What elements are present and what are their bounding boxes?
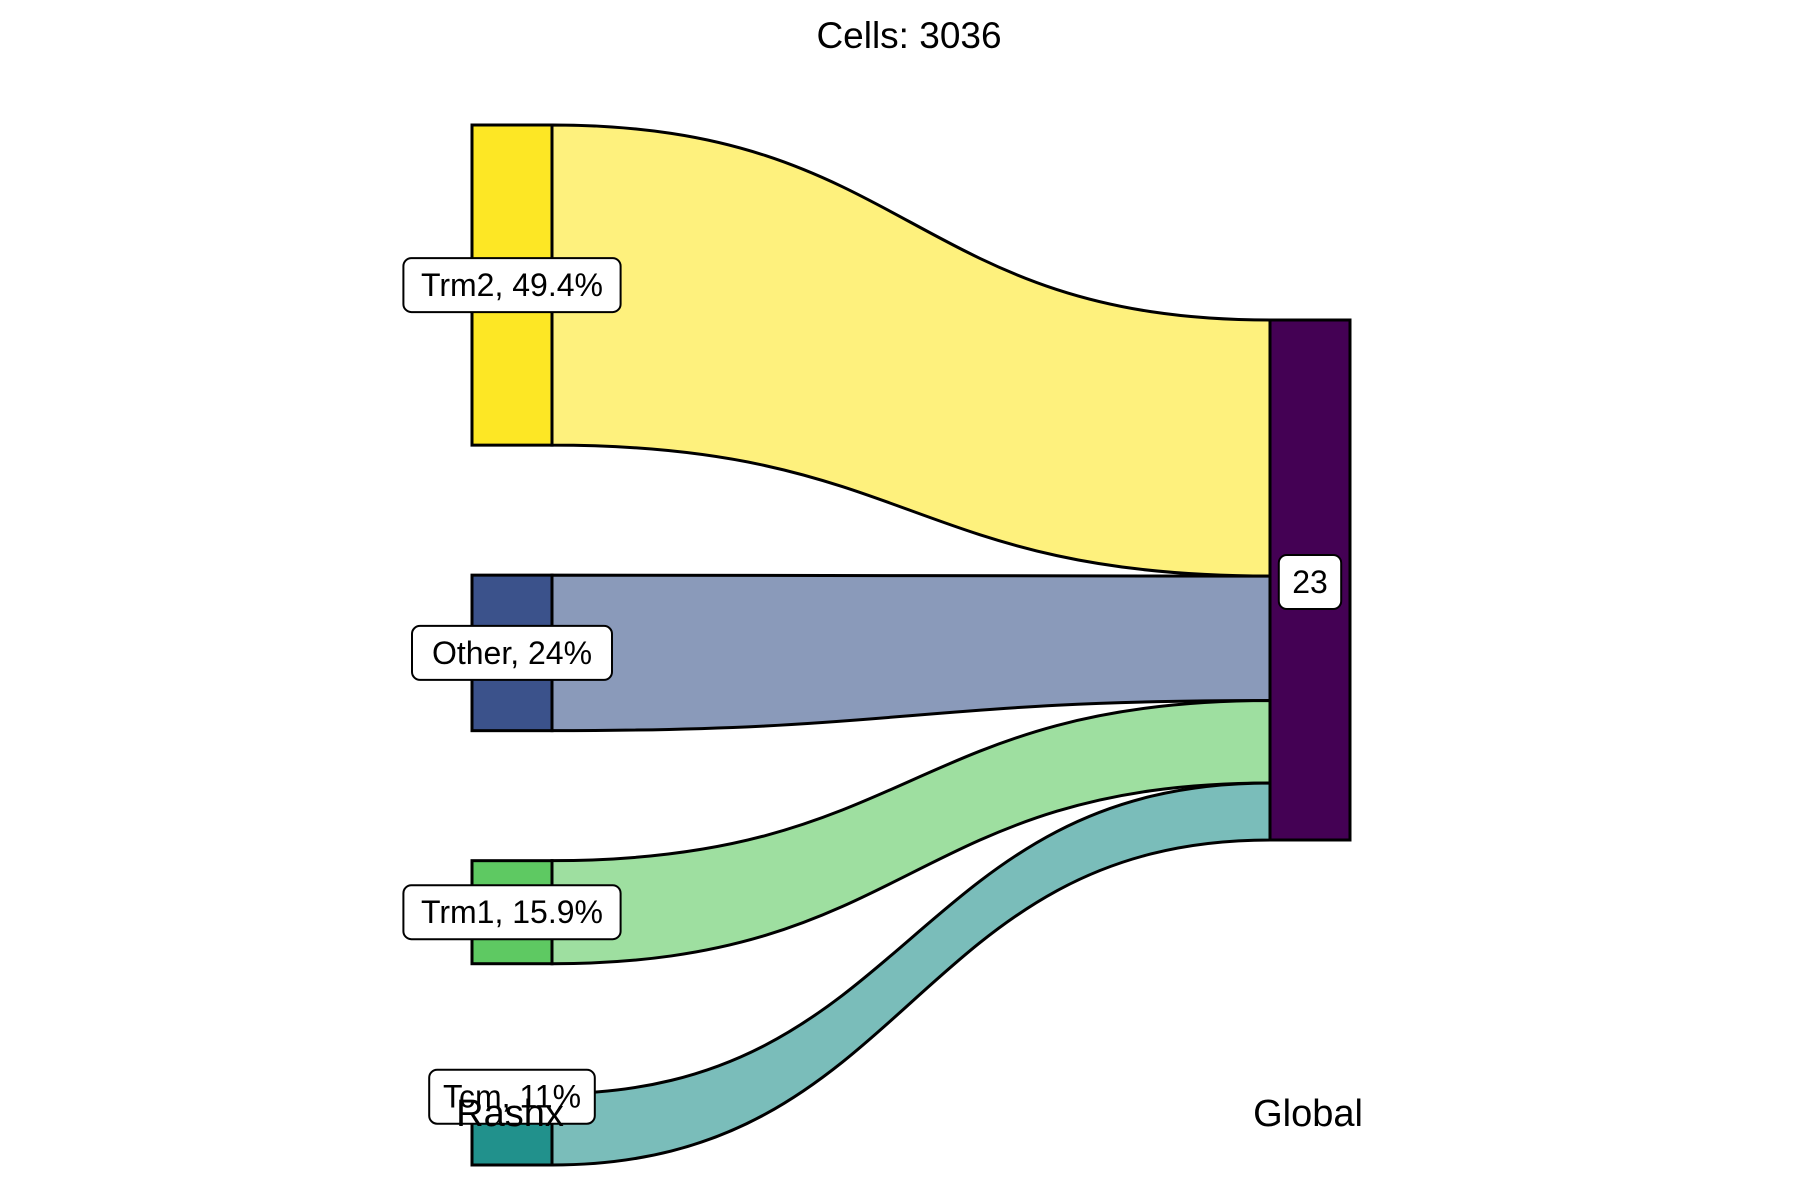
label-trm1-text: Trm1, 15.9% xyxy=(421,894,603,930)
label-node-23-box xyxy=(1277,554,1343,610)
flows xyxy=(550,123,1272,1167)
axis-label-right: Global xyxy=(1253,1093,1363,1135)
label-other-box xyxy=(411,624,613,681)
label-tcm-box xyxy=(428,1068,596,1125)
label-tcm: Tcm, 11% xyxy=(428,1068,596,1125)
label-trm2-box xyxy=(402,257,622,314)
label-trm1: Trm1, 15.9% xyxy=(402,884,622,941)
axis-label-left: Rashx xyxy=(456,1093,564,1135)
label-trm1-box xyxy=(402,884,622,941)
label-node-23: 23 xyxy=(1277,554,1343,610)
chart-title: Cells: 3036 xyxy=(816,15,1001,56)
label-tcm-text: Tcm, 11% xyxy=(443,1079,581,1115)
label-trm2: Trm2, 49.4% xyxy=(402,257,622,314)
flow-trm2-to-23 xyxy=(550,123,1272,578)
label-node-23-text: 23 xyxy=(1292,564,1328,600)
label-other-text: Other, 24% xyxy=(432,635,592,671)
label-trm2-text: Trm2, 49.4% xyxy=(421,267,603,303)
label-other: Other, 24% xyxy=(411,624,613,681)
node-labels: Trm2, 49.4% Other, 24% Trm1, 15.9% Tcm, 11%… xyxy=(402,257,1343,1125)
